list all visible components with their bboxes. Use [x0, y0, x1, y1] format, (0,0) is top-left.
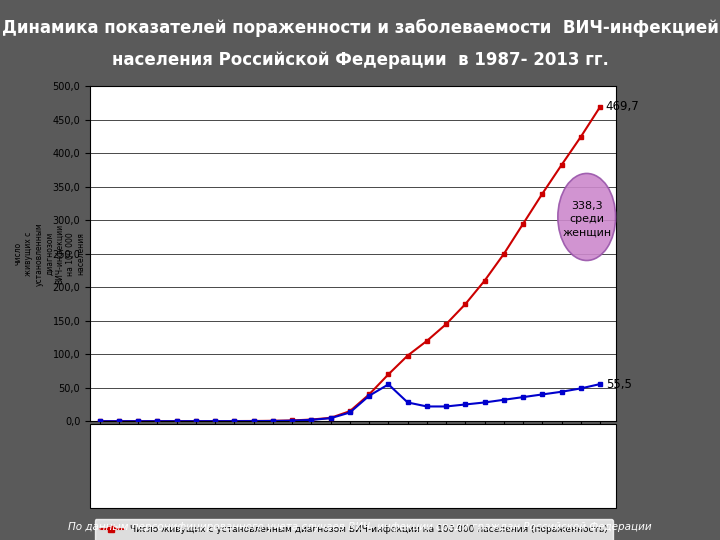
Ellipse shape: [558, 173, 616, 260]
Text: 338,3
среди
женщин: 338,3 среди женщин: [562, 201, 611, 237]
Text: 469,7: 469,7: [606, 100, 639, 113]
Text: 55,5: 55,5: [606, 377, 631, 390]
Text: По данным персонифицированного учета случаев ВИЧ- инфекции среди граждан Российс: По данным персонифицированного учета слу…: [68, 522, 652, 532]
Legend: Число живущих с установленным диагнозом ВИЧ-инфекции на 100 000 населения (пораж: Число живущих с установленным диагнозом …: [94, 519, 613, 540]
Y-axis label: число
живущих с
установленным
диагнозом
ВИЧ-инфекции
на 100 000
населения: число живущих с установленным диагнозом …: [14, 222, 86, 286]
Text: Динамика показателей пораженности и заболеваемости  ВИЧ-инфекцией: Динамика показателей пораженности и забо…: [1, 19, 719, 37]
Text: населения Российской Федерации  в 1987- 2013 гг.: населения Российской Федерации в 1987- 2…: [112, 51, 608, 69]
